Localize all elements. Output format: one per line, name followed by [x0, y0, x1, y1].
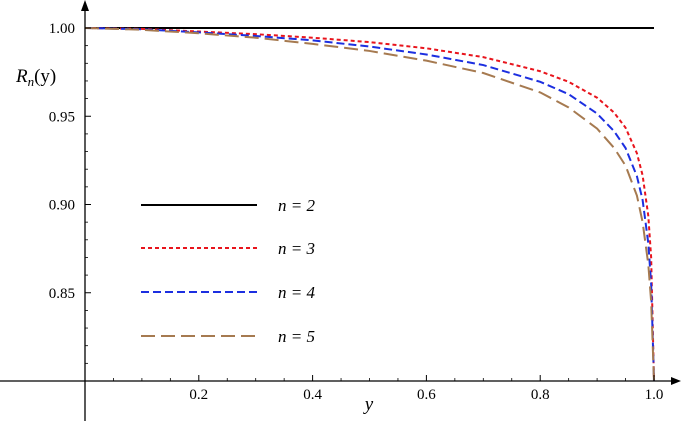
series-line-n4 — [84, 27, 655, 382]
y-tick-label: 0.90 — [49, 198, 75, 214]
y-tick-label: 0.95 — [49, 109, 75, 125]
x-tick-label: 1.0 — [645, 387, 664, 403]
y-tick-label: 0.85 — [49, 286, 75, 302]
series-layer — [84, 27, 655, 382]
series-line-n5 — [84, 27, 655, 382]
legend-label-n5: n = 5 — [278, 327, 315, 346]
series-line-n3 — [84, 27, 655, 382]
x-axis-label: y — [363, 394, 374, 415]
y-axis-arrow — [81, 0, 89, 11]
y-axis-label-main: R — [15, 66, 28, 87]
legend-label-n4: n = 4 — [278, 283, 315, 302]
x-axis-arrow — [671, 377, 681, 385]
labels-layer: y Rn(y) — [15, 66, 374, 415]
ticks-layer: 0.2 0.4 0.6 0.8 1.0 0.85 0.90 0.95 1.00 — [49, 21, 664, 403]
legend: n = 2 n = 3 n = 4 n = 5 — [141, 196, 315, 346]
x-tick-label: 0.6 — [417, 387, 436, 403]
x-tick-label: 0.4 — [303, 387, 322, 403]
x-tick-label: 0.2 — [189, 387, 208, 403]
legend-label-n3: n = 3 — [278, 239, 315, 258]
y-axis-label-sub: n — [28, 74, 35, 89]
legend-label-n2: n = 2 — [278, 196, 315, 215]
x-tick-label: 0.8 — [531, 387, 550, 403]
y-tick-label: 1.00 — [49, 21, 75, 37]
y-axis-label: Rn(y) — [15, 66, 56, 89]
y-axis-label-arg: (y) — [34, 66, 56, 87]
